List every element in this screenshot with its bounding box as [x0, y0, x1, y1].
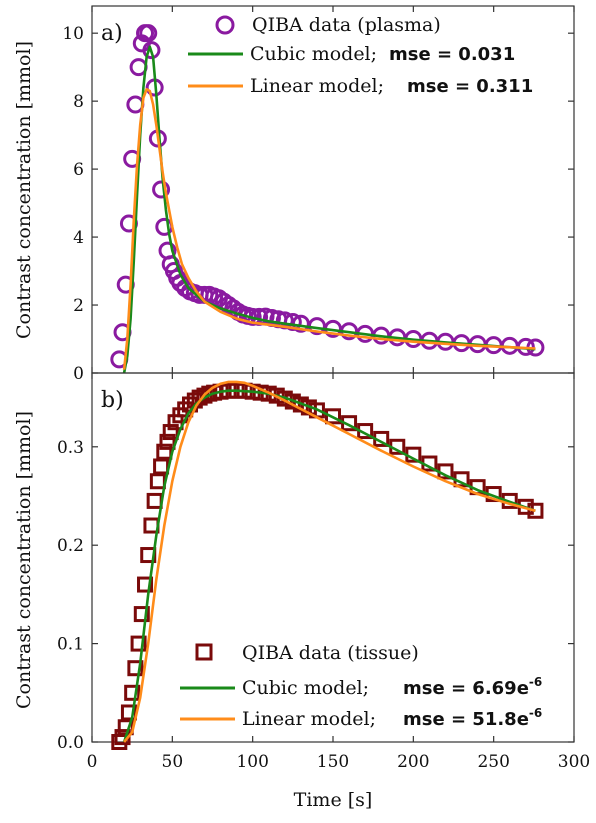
legend-label-tissue: QIBA data (tissue) — [242, 642, 419, 664]
data-point — [133, 606, 150, 623]
legend-label-linear-b: Linear model; — [242, 708, 376, 730]
series-line-1 — [122, 389, 536, 743]
data-point — [153, 458, 170, 475]
panel-a-y-axis: 0 2 4 6 8 10 — [62, 24, 574, 384]
panel-a-label: a) — [101, 21, 123, 46]
data-point — [268, 387, 285, 404]
data-point — [139, 24, 158, 43]
legend-mse-cubic-b: mse = 6.69e-6 — [403, 675, 542, 699]
x-tick-label: 300 — [558, 752, 590, 772]
legend-mse-linear-b: mse = 51.8e-6 — [403, 706, 542, 730]
x-axis-label: Time [s] — [294, 789, 373, 811]
data-point — [149, 473, 166, 490]
panel-b-x-axis: 0 50 100 150 200 250 300 — [87, 373, 590, 772]
y-tick-label: 10 — [62, 24, 84, 44]
y-tick-label: 0.2 — [57, 536, 84, 556]
x-tick-label: 50 — [162, 752, 184, 772]
x-tick-label: 150 — [317, 752, 349, 772]
data-point — [137, 576, 154, 593]
data-point — [111, 734, 128, 750]
x-tick-label: 100 — [236, 752, 268, 772]
legend-mse-cubic-b-exp: -6 — [529, 675, 542, 689]
x-tick-label: 200 — [397, 752, 429, 772]
data-point — [159, 433, 176, 450]
panel-a-y-axis-label: Contrast concentration [mmol] — [13, 41, 35, 339]
y-tick-label: 0.1 — [57, 635, 84, 655]
data-point — [156, 443, 173, 460]
legend-label-linear-a: Linear model; — [250, 75, 384, 97]
y-tick-label: 6 — [73, 160, 84, 180]
series-line-2 — [122, 88, 536, 370]
legend-marker-tissue — [195, 643, 213, 661]
data-point — [162, 424, 179, 441]
y-tick-label: 0.3 — [57, 438, 84, 458]
panel-b-legend: QIBA data (tissue) Cubic model; mse = 6.… — [180, 642, 542, 730]
legend-mse-linear-b-base: mse = 51.8e — [403, 709, 529, 730]
legend-mse-linear-a: mse = 0.311 — [407, 76, 533, 97]
data-point — [142, 41, 161, 60]
y-tick-label: 0.0 — [57, 733, 84, 753]
panel-a-plot-area — [110, 24, 545, 374]
y-tick-label: 4 — [73, 228, 84, 248]
y-tick-label: 2 — [73, 296, 84, 316]
data-point — [146, 492, 163, 509]
legend-label-plasma: QIBA data (plasma) — [252, 14, 441, 36]
panel-a-x-axis — [91, 6, 575, 373]
panel-a-legend: QIBA data (plasma) Cubic model; mse = 0.… — [188, 14, 533, 97]
legend-mse-cubic-b-base: mse = 6.69e — [403, 678, 529, 699]
x-tick-label: 250 — [477, 752, 509, 772]
panel-a: 0 2 4 6 8 10 a) Contrast concentration [mmol]… — [13, 5, 575, 384]
panel-b-y-axis-label: Contrast concentration [mmol] — [13, 411, 35, 709]
series-line-2 — [123, 380, 536, 743]
x-tick-label: 0 — [87, 752, 98, 772]
y-tick-label: 8 — [73, 92, 84, 112]
panel-b-y-axis: 0.0 0.1 0.2 0.3 — [57, 438, 574, 753]
legend-mse-linear-b-exp: -6 — [529, 706, 542, 720]
legend-label-cubic-a: Cubic model; — [250, 43, 377, 65]
panel-b-plot-area — [111, 380, 544, 750]
data-point — [124, 684, 141, 701]
data-point — [325, 408, 341, 425]
legend-label-cubic-b: Cubic model; — [242, 677, 369, 699]
legend-mse-cubic-a: mse = 0.031 — [389, 44, 515, 65]
panel-b: 0.0 0.1 0.2 0.3 0 50 100 150 200 250 300 b) Contr… — [13, 372, 590, 772]
y-tick-label: 0 — [73, 364, 84, 384]
data-point — [130, 635, 147, 652]
data-point — [283, 313, 302, 332]
data-point — [152, 180, 171, 199]
legend-marker-plasma — [215, 15, 235, 35]
panel-b-label: b) — [101, 388, 124, 413]
data-point — [127, 660, 144, 677]
data-point — [527, 502, 544, 519]
